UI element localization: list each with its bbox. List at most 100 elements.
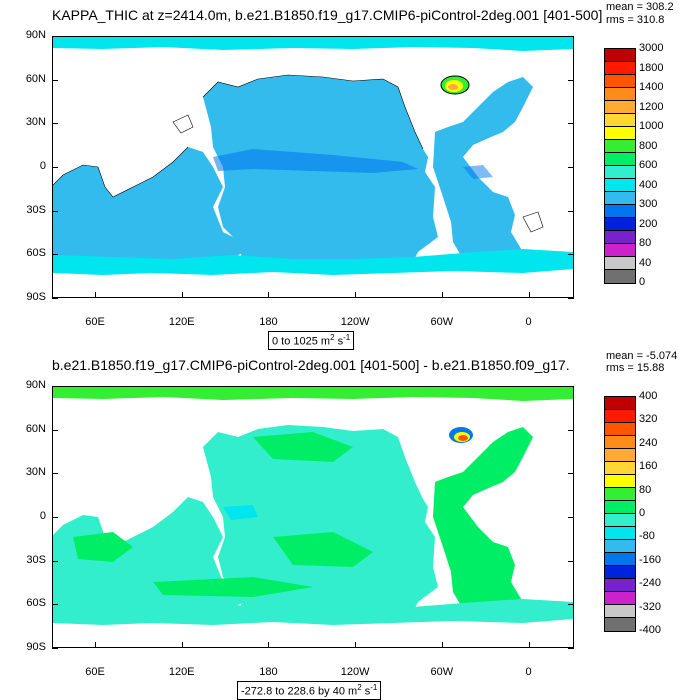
bottom-lat-tick: [52, 604, 58, 606]
bottom-lat-tick: [568, 386, 574, 387]
bottom-lon-tick: [528, 642, 530, 648]
bottom-range-box: -272.8 to 228.6 by 40 m2 s-1: [237, 681, 382, 700]
bottom-colorbar-label: -400: [639, 624, 662, 636]
bottom-lon-label: 60E: [85, 666, 105, 678]
top-lat-tick: [568, 210, 574, 212]
top-lat-tick: [52, 254, 58, 256]
top-lon-tick: [355, 292, 357, 298]
top-lat-tick: [568, 167, 574, 168]
top-lat-tick: [568, 254, 574, 256]
top-lat-label: 90S: [26, 291, 46, 303]
top-lat-tick: [52, 210, 58, 212]
top-lat-tick: [52, 123, 58, 125]
top-atlantic-ocean: [433, 77, 533, 263]
bottom-colorbar-box: [605, 488, 635, 501]
bottom-green-patch: [273, 532, 373, 567]
top-colorbar-label: 3000: [639, 42, 664, 54]
bottom-green-patch: [153, 577, 313, 597]
top-colorbar-box: [605, 75, 635, 88]
top-lon-label: 180: [259, 316, 278, 328]
top-lon-label: 120W: [340, 316, 370, 328]
bottom-lat-tick: [52, 386, 58, 387]
top-lat-tick: [568, 79, 574, 81]
bottom-colorbar-label: 0: [639, 507, 646, 519]
top-colorbar-box: [605, 88, 635, 101]
top-colorbar-label: 1800: [639, 61, 664, 74]
top-range-sup: 2: [330, 333, 335, 342]
top-colorbar-box: [605, 49, 635, 62]
bottom-lat-label: 0: [39, 510, 46, 522]
top-labrador-hotspot: [440, 75, 470, 95]
top-range-sup2: -1: [343, 333, 351, 342]
top-range-box: 0 to 1025 m2 s-1: [268, 331, 355, 350]
bottom-colorbar: [604, 396, 636, 632]
top-colorbar-label: 400: [639, 178, 658, 191]
bottom-colorbar-box: [605, 449, 635, 462]
bottom-range-sup2: -1: [370, 683, 378, 692]
bottom-colorbar-box: [605, 514, 635, 527]
bottom-range-sup: 2: [357, 683, 362, 692]
bottom-rms-stat: rms = 15.88: [606, 362, 665, 374]
bottom-lat-tick: [568, 473, 574, 475]
top-lon-label: 0: [525, 316, 532, 328]
top-lat-tick: [52, 79, 58, 81]
bottom-lat-tick: [568, 560, 574, 562]
top-island: [172, 114, 194, 134]
top-arctic-ocean: [53, 37, 573, 51]
top-colorbar-box: [605, 114, 635, 127]
top-colorbar-label: 1200: [639, 100, 664, 113]
top-lat-label: 30S: [26, 203, 46, 216]
bottom-lon-tick: [95, 642, 96, 648]
top-lon-tick: [441, 292, 443, 298]
bottom-colorbar-box: [605, 436, 635, 449]
bottom-colorbar-label: -80: [639, 530, 655, 543]
top-lat-label: 60N: [25, 72, 46, 85]
top-island: [522, 211, 544, 233]
top-colorbar-label: 1000: [639, 120, 664, 132]
top-atlantic-band: [463, 165, 493, 179]
top-colorbar-box: [605, 101, 635, 114]
bottom-labrador-anomaly: [449, 427, 473, 443]
bottom-lat-tick: [52, 429, 58, 431]
top-coastline: [202, 74, 424, 150]
bottom-lon-label: 180: [259, 666, 278, 678]
top-colorbar-label: 80: [639, 237, 652, 249]
bottom-lat-tick: [52, 560, 58, 562]
bottom-colorbar-box: [605, 397, 635, 410]
top-coastline: [53, 146, 189, 198]
bottom-lat-label: 60S: [26, 597, 46, 610]
top-lat-tick: [52, 167, 58, 168]
bottom-lat-label: 90S: [26, 641, 46, 653]
top-colorbar-box: [605, 153, 635, 166]
top-colorbar-box: [605, 218, 635, 231]
bottom-colorbar-box: [605, 605, 635, 618]
bottom-lon-label: 60W: [430, 666, 454, 678]
bottom-colorbar-label: -160: [639, 553, 662, 566]
top-lat-label: 0: [39, 160, 46, 172]
bottom-colorbar-box: [605, 618, 635, 631]
bottom-lon-label: 0: [525, 666, 532, 678]
bottom-colorbar-box: [605, 527, 635, 540]
top-pacific-band: [213, 149, 418, 173]
top-lon-label: 60E: [85, 316, 105, 328]
top-lat-tick: [568, 298, 574, 299]
bottom-lat-tick: [568, 604, 574, 606]
bottom-cyan-patch: [223, 505, 258, 520]
bottom-atlantic-ocean: [433, 427, 533, 613]
bottom-colorbar-box: [605, 475, 635, 488]
bottom-lon-label: 120E: [168, 666, 195, 678]
bottom-lat-tick: [52, 648, 58, 649]
top-lon-tick: [95, 292, 96, 298]
top-rms-stat: rms = 310.8: [606, 14, 665, 26]
bottom-mean-stat: mean = -5.074: [606, 350, 678, 362]
top-lon-label: 60W: [430, 316, 454, 328]
top-southern-ocean: [53, 249, 573, 275]
bottom-lat-label: 30N: [25, 466, 46, 479]
bottom-colorbar-label: 400: [639, 390, 658, 402]
top-colorbar-label: 800: [639, 139, 658, 152]
top-colorbar-label: 600: [639, 159, 658, 171]
bottom-colorbar-label: -240: [639, 577, 662, 590]
top-lat-tick: [568, 123, 574, 125]
top-colorbar-box: [605, 179, 635, 192]
bottom-lat-label: 60N: [25, 422, 46, 435]
